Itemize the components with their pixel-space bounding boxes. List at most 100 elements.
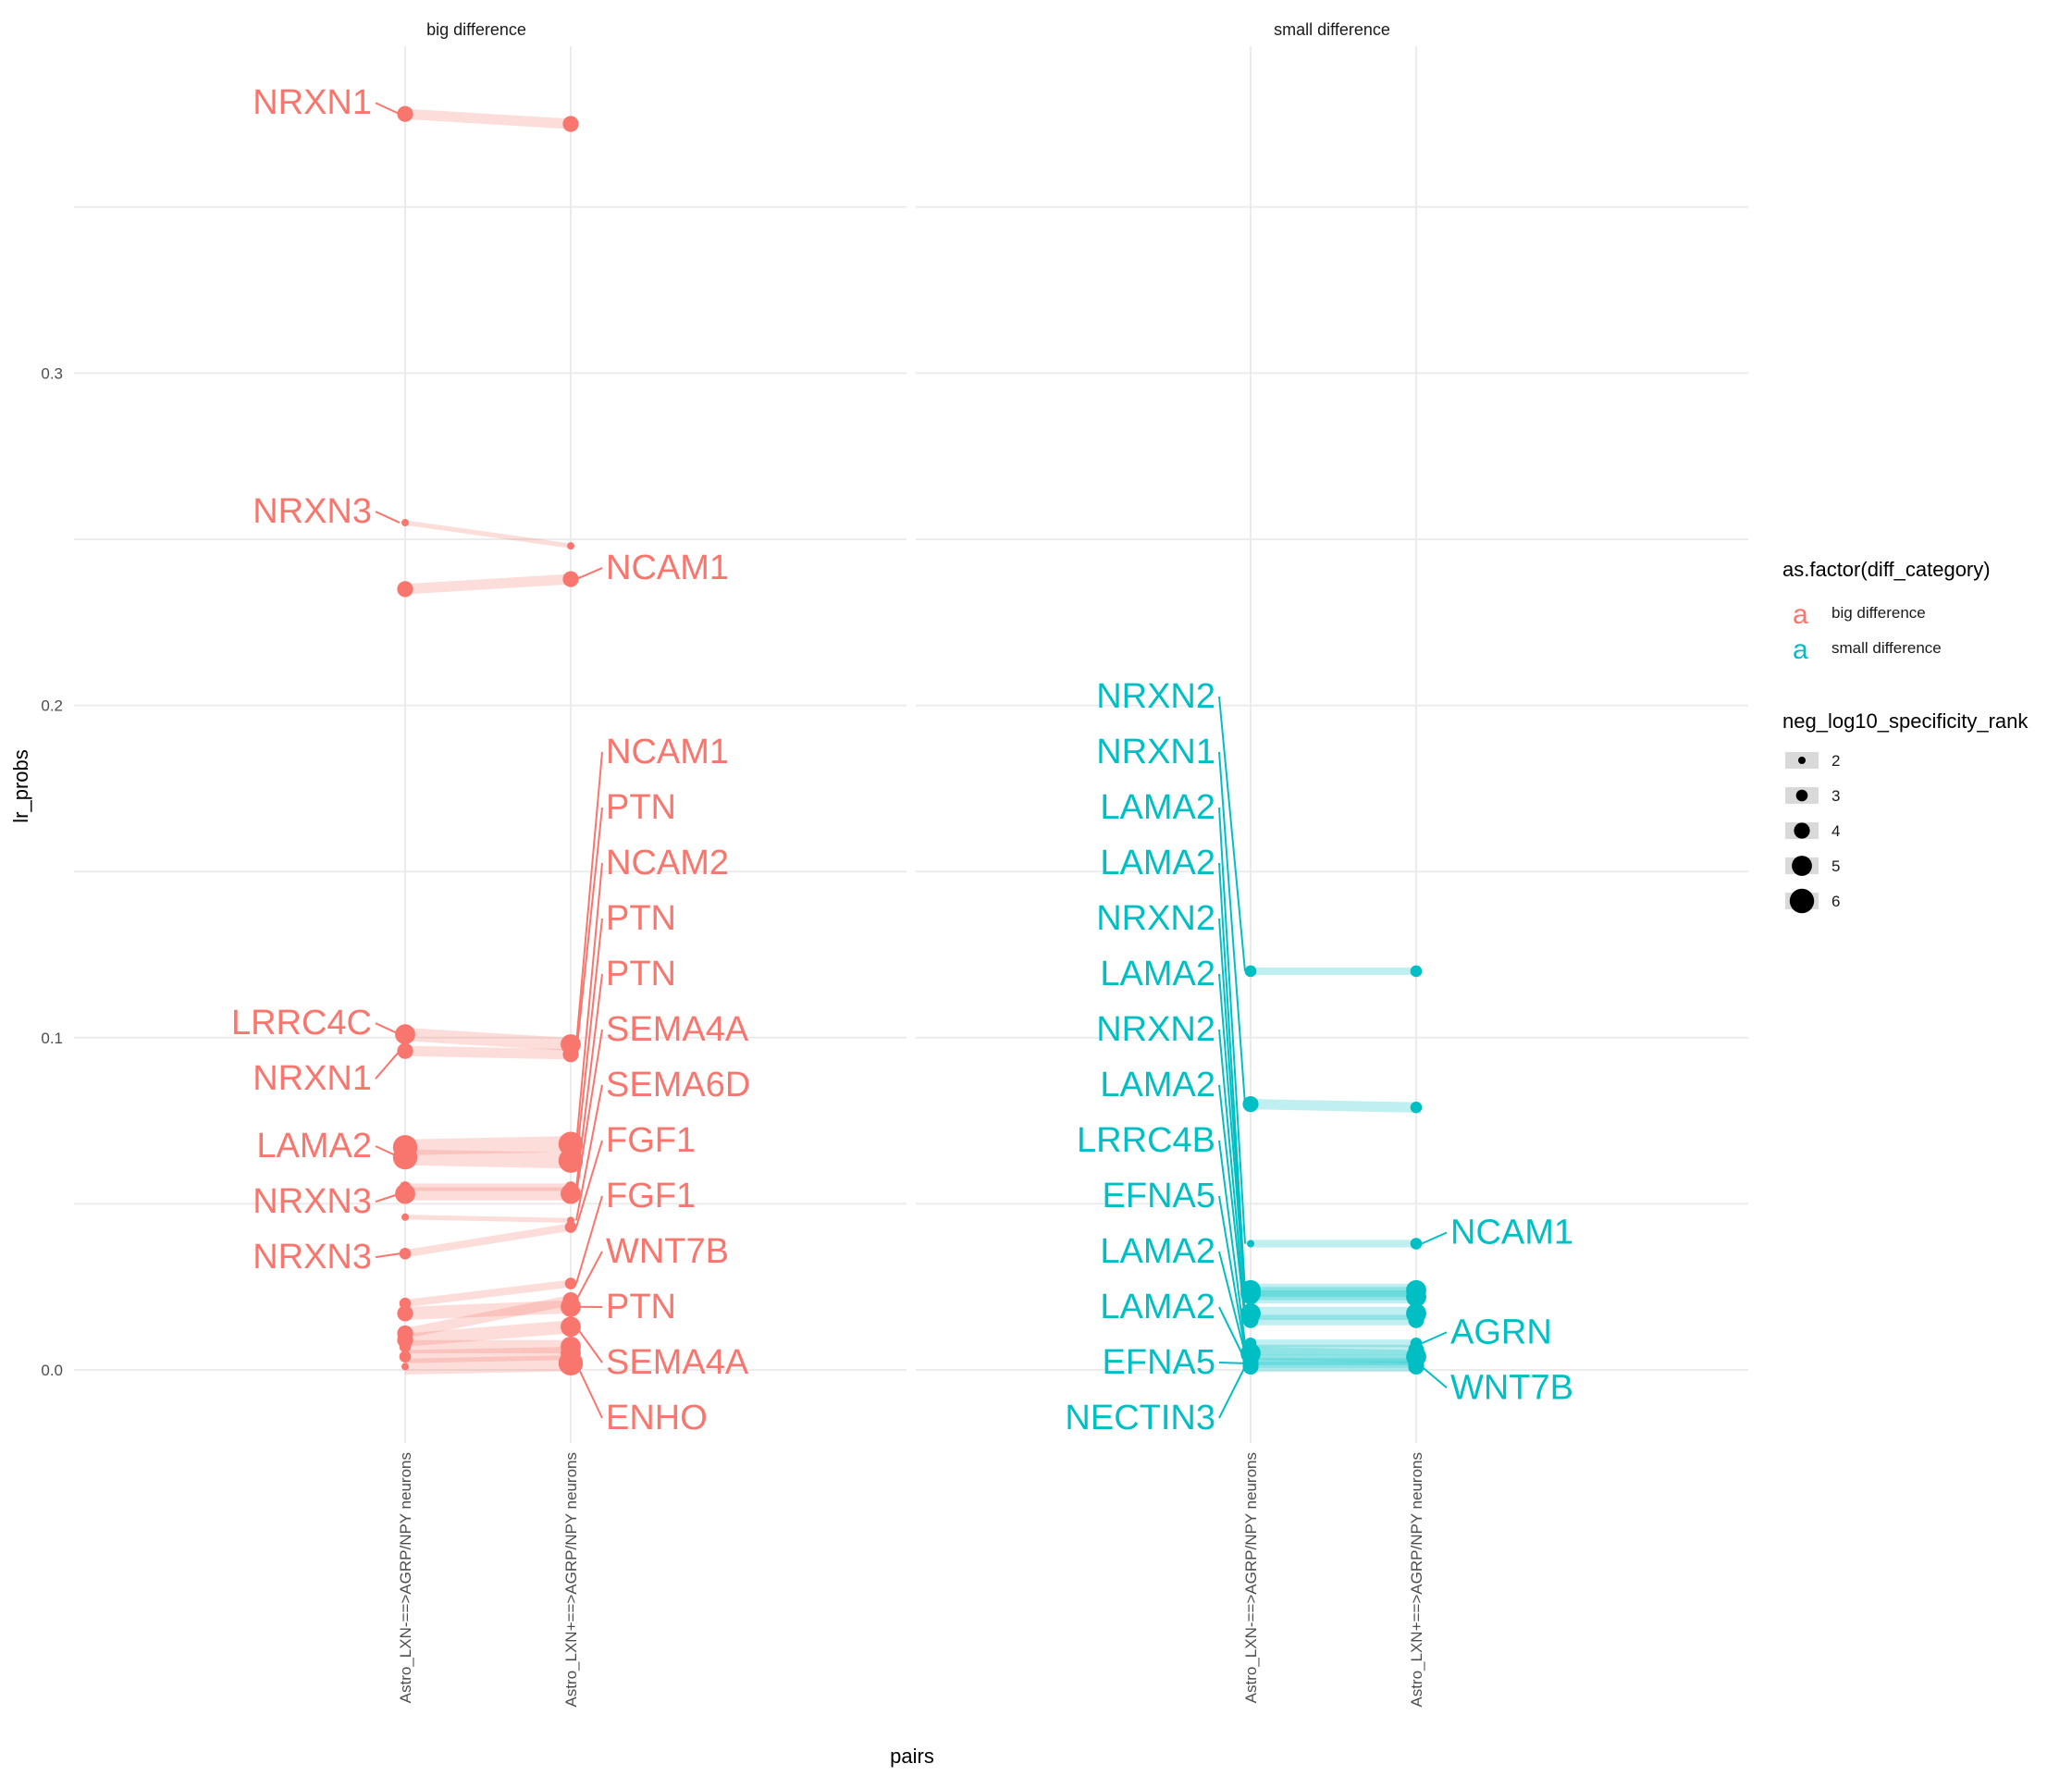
- pair-segment: [404, 1223, 572, 1258]
- label-leader: [1218, 751, 1246, 1104]
- gene-label: NCAM1: [1450, 1214, 1573, 1252]
- data-point: [562, 1291, 579, 1309]
- data-point: [567, 542, 574, 550]
- gene-label: WNT7B: [1450, 1368, 1573, 1407]
- data-point: [397, 1042, 413, 1059]
- label-leader: [375, 1192, 401, 1203]
- gene-label: AGRN: [1450, 1313, 1552, 1351]
- x-axis-title: pairs: [890, 1745, 934, 1768]
- label-leader: [575, 862, 603, 1144]
- gene-label: WNT7B: [606, 1232, 729, 1271]
- data-point: [399, 1247, 412, 1260]
- pair-segment: [404, 1346, 572, 1363]
- gene-label: NCAM1: [606, 549, 729, 587]
- data-point: [401, 519, 409, 527]
- pair-segment: [404, 574, 572, 595]
- label-leader: [575, 1251, 603, 1301]
- gene-label: PTN: [606, 899, 676, 938]
- label-leader: [1218, 1084, 1246, 1321]
- data-point: [562, 571, 579, 587]
- gene-label: FGF1: [606, 1177, 696, 1215]
- data-point: [562, 116, 579, 132]
- gene-label: NRXN3: [253, 1238, 372, 1276]
- gene-label: LRRC4B: [1077, 1121, 1215, 1160]
- label-leader: [1218, 1306, 1246, 1361]
- pair-segment: [404, 1149, 572, 1169]
- data-point: [1242, 1289, 1259, 1305]
- data-point: [1408, 1358, 1424, 1375]
- label-leader: [575, 1363, 603, 1419]
- data-point: [1242, 1312, 1259, 1328]
- label-leader: [575, 973, 603, 1188]
- legend-size-key: [1794, 822, 1810, 839]
- label-leader: [575, 1140, 603, 1227]
- gene-label: LAMA2: [1100, 1288, 1215, 1326]
- data-point: [1244, 965, 1257, 978]
- pair-segment: [403, 1295, 573, 1338]
- data-point: [392, 1144, 418, 1170]
- pair-segment: [1250, 1099, 1417, 1113]
- data-point: [397, 581, 413, 598]
- data-point: [401, 1213, 409, 1221]
- label-leader: [1218, 1365, 1246, 1419]
- pair-segment: [404, 1320, 572, 1347]
- label-leader: [1421, 1231, 1448, 1245]
- label-leader: [1218, 1029, 1246, 1314]
- data-point: [395, 1183, 415, 1204]
- label-leader: [1218, 696, 1246, 972]
- data-point: [399, 1350, 412, 1363]
- legend-size-key: [1795, 789, 1808, 802]
- legend: as.factor(diff_category) neg_log10_speci…: [1782, 558, 2029, 914]
- pair-segment: [404, 1279, 572, 1308]
- legend-size-title: neg_log10_specificity_rank: [1782, 709, 2029, 733]
- data-point: [401, 1363, 409, 1371]
- legend-size-label: 3: [1832, 787, 1840, 805]
- label-leader: [1218, 973, 1246, 1298]
- label-leader: [575, 751, 603, 1045]
- label-leader: [375, 1252, 401, 1259]
- label-leader: [1218, 807, 1246, 1244]
- gene-label: NRXN3: [253, 1182, 372, 1221]
- gene-label: NRXN1: [1096, 733, 1215, 771]
- data-point: [562, 1046, 579, 1063]
- gene-label: NRXN3: [253, 492, 372, 531]
- gene-label: EFNA5: [1103, 1177, 1215, 1215]
- gene-label: NECTIN3: [1065, 1399, 1215, 1437]
- legend-color-key: a: [1793, 599, 1808, 630]
- gene-label: NRXN2: [1096, 677, 1215, 716]
- pair-segment: [404, 1028, 572, 1052]
- gene-label: SEMA4A: [606, 1010, 749, 1049]
- label-leader: [1218, 918, 1246, 1294]
- x-tick-label: Astro_LXN-==>AGRP/NPY neurons: [1242, 1452, 1260, 1703]
- pair-segment: [1250, 1346, 1417, 1363]
- data-point: [1410, 1238, 1423, 1250]
- legend-color-label: big difference: [1832, 604, 1926, 622]
- gene-label: PTN: [606, 788, 676, 827]
- label-leader: [575, 1084, 603, 1221]
- legend-size-label: 5: [1832, 857, 1840, 875]
- label-leader: [375, 1050, 401, 1079]
- label-leader: [575, 1195, 603, 1284]
- label-leader: [1218, 1195, 1246, 1350]
- axis-layer: pairs lr_probs 0.0 0.1 0.2 0.3 big differenc…: [9, 20, 1425, 1768]
- x-tick-label: Astro_LXN+==>AGRP/NPY neurons: [1408, 1452, 1425, 1708]
- gene-label: NRXN1: [253, 1059, 372, 1098]
- pair-segment: [404, 1045, 572, 1060]
- pair-segment: [404, 520, 572, 549]
- y-axis-title: lr_probs: [9, 749, 32, 822]
- gene-label: LAMA2: [1100, 1232, 1215, 1271]
- legend-size-label: 4: [1832, 822, 1840, 840]
- gene-label: SEMA6D: [606, 1066, 750, 1104]
- panel-title: big difference: [426, 20, 526, 39]
- label-leader: [1218, 1140, 1246, 1344]
- label-leader: [375, 511, 401, 524]
- label-leader: [575, 1326, 603, 1363]
- panel-title: small difference: [1274, 20, 1390, 39]
- data-point: [1242, 1358, 1259, 1375]
- legend-color-title: as.factor(diff_category): [1782, 558, 1991, 581]
- gene-label: SEMA4A: [606, 1343, 749, 1382]
- segment-layer: [403, 108, 1417, 1375]
- gene-label: NRXN1: [253, 83, 372, 122]
- label-leader: [1218, 1251, 1246, 1354]
